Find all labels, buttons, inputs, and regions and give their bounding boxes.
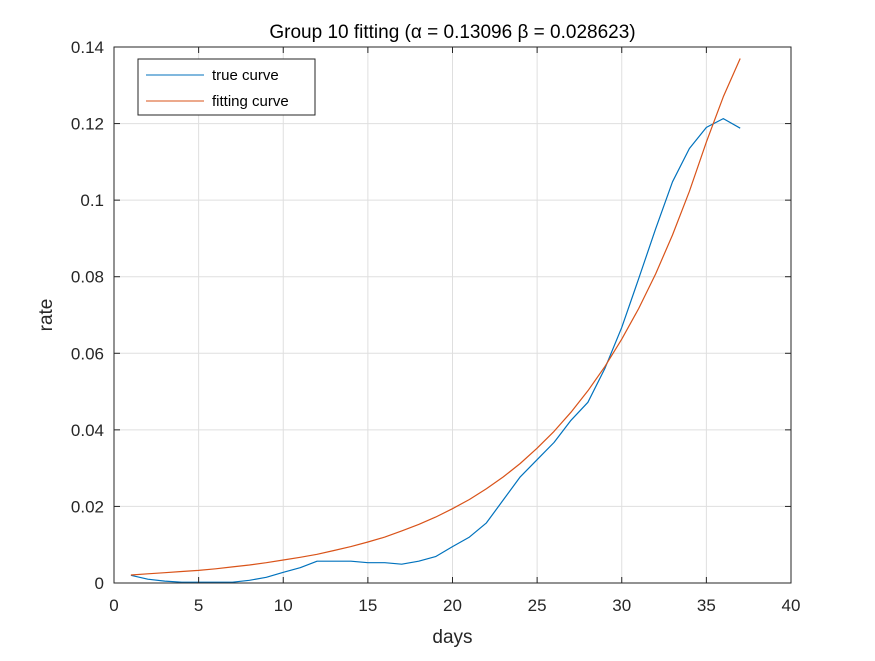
y-tick-label: 0 (95, 574, 104, 593)
chart-title: Group 10 fitting (α = 0.13096 β = 0.0286… (269, 22, 635, 43)
y-tick-label: 0.02 (71, 497, 104, 516)
x-tick-label: 20 (443, 596, 462, 615)
legend-entry-true-curve: true curve (212, 67, 279, 84)
y-tick-label: 0.1 (80, 191, 104, 210)
x-tick-label: 40 (782, 596, 801, 615)
x-tick-label: 0 (109, 596, 118, 615)
x-axis-label: days (432, 627, 472, 648)
x-tick-labels: 0 5 10 15 20 25 30 35 40 (109, 596, 800, 615)
y-tick-label: 0.04 (71, 421, 104, 440)
y-axis-label: rate (36, 299, 57, 332)
legend-box (137, 58, 316, 116)
x-tick-label: 35 (697, 596, 716, 615)
series-line-true-curve (130, 117, 741, 583)
y-tick-label: 0.06 (71, 344, 104, 363)
axis-ticks (113, 46, 792, 584)
y-tick-label: 0.12 (71, 115, 104, 134)
y-tick-label: 0.08 (71, 268, 104, 287)
x-tick-label: 10 (274, 596, 293, 615)
x-tick-label: 5 (194, 596, 203, 615)
x-tick-label: 30 (612, 596, 631, 615)
legend: true curve fitting curve (137, 58, 316, 116)
series-layer (130, 58, 741, 583)
y-tick-labels: 0 0.02 0.04 0.06 0.08 0.1 0.12 0.14 (71, 38, 104, 593)
y-tick-label: 0.14 (71, 38, 104, 57)
x-tick-label: 15 (358, 596, 377, 615)
x-tick-label: 25 (528, 596, 547, 615)
legend-entry-fitting-curve: fitting curve (212, 93, 289, 110)
series-line-fitting-curve (130, 58, 741, 576)
